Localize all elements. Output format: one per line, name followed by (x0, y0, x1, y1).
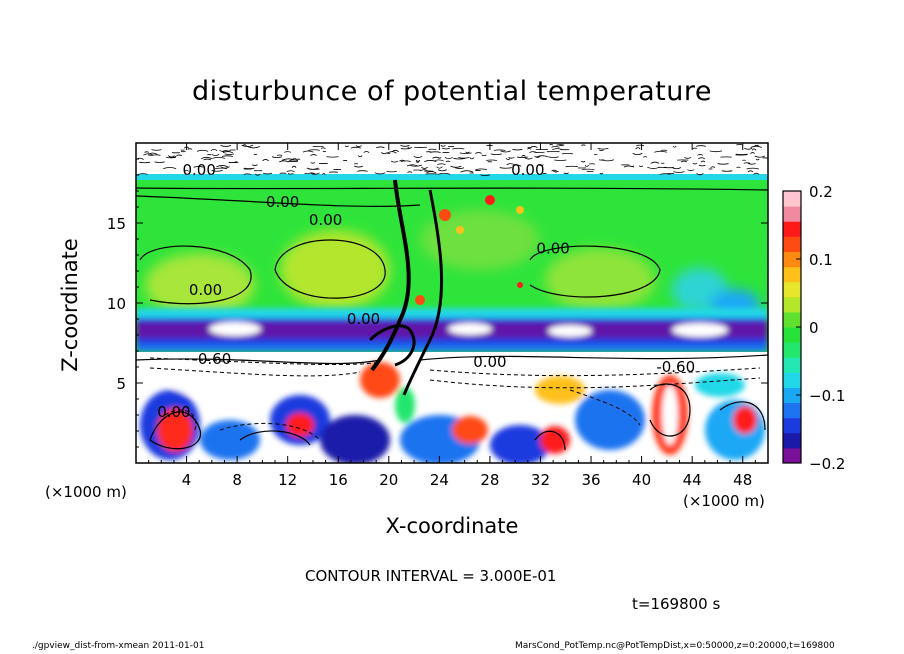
colorbar-swatch (783, 387, 801, 404)
colorbar-swatch (783, 357, 801, 373)
colorbar-swatch (783, 342, 801, 358)
colorbar-swatch (783, 402, 801, 419)
colorbar-tick-label: −0.2 (809, 455, 845, 473)
chart-title: disturbunce of potential temperature (192, 76, 712, 107)
y-tick-label: 15 (107, 215, 126, 233)
x-tick-label: 16 (329, 471, 348, 489)
colorbar: 0.2 0.1 0 −0.1 −0.2 (782, 183, 845, 473)
x-tick-label: 28 (480, 471, 499, 489)
colorbar-swatch (783, 206, 801, 222)
colorbar-swatch (783, 281, 801, 298)
colorbar-swatch (783, 266, 801, 283)
x-tick-label: 36 (581, 471, 600, 489)
contour-label: 0.00 (511, 161, 544, 179)
contour-label: 0.00 (347, 310, 380, 328)
x-axis-unit-right: (×1000 m) (683, 492, 765, 510)
colorbar-tick-label: −0.1 (809, 387, 845, 405)
x-axis: 4 8 12 16 20 24 28 32 36 40 44 48 (148, 143, 756, 489)
contour-label: 0.00 (309, 211, 342, 229)
colorbar-swatch (783, 372, 801, 388)
y-tick-label: 10 (107, 295, 126, 313)
colorbar-swatch (783, 221, 801, 237)
colorbar-swatch (783, 251, 801, 268)
x-tick-label: 24 (430, 471, 449, 489)
x-tick-label: 44 (683, 471, 702, 489)
x-tick-label: 48 (733, 471, 752, 489)
contour-label: 0.00 (182, 161, 215, 179)
field-layer (136, 143, 768, 463)
contour-label: 0.00 (536, 240, 569, 258)
y-axis-label: Z-coordinate (58, 238, 82, 372)
contour-label: -0.60 (656, 358, 695, 376)
x-tick-label: 12 (278, 471, 297, 489)
contour-label: 0.00 (473, 353, 506, 371)
x-tick-label: 32 (531, 471, 550, 489)
colorbar-swatch (783, 191, 801, 207)
footer-left: ./gpview_dist-from-xmean 2011-01-01 (32, 641, 205, 651)
x-tick-label: 40 (632, 471, 651, 489)
colorbar-swatch (783, 327, 801, 343)
colorbar-tick-label: 0.2 (809, 183, 833, 201)
colorbar-tick-label: 0.1 (809, 251, 833, 269)
x-axis-label: X-coordinate (385, 514, 519, 538)
colorbar-swatch (783, 417, 801, 434)
footer-right: MarsCond_PotTemp.nc@PotTempDist,x=0:5000… (515, 641, 835, 651)
colorbar-swatch (783, 236, 801, 252)
x-axis-unit-left: (×1000 m) (45, 483, 127, 501)
x-tick-label: 8 (232, 471, 242, 489)
colorbar-swatch (783, 447, 801, 464)
contour-interval-text: CONTOUR INTERVAL = 3.000E-01 (305, 567, 557, 585)
colorbar-swatch (783, 296, 801, 313)
colorbar-swatch (783, 432, 801, 449)
y-axis: 5 10 15 (107, 158, 768, 448)
time-text: t=169800 s (632, 595, 721, 613)
contour-labels: 0.00 0.00 0.00 0.00 0.00 0.00 0.00 0.00 0.00 -0.6… (157, 161, 695, 421)
contour-label: 0.00 (157, 403, 190, 421)
colorbar-tick-label: 0 (809, 319, 819, 337)
y-tick-label: 5 (116, 375, 126, 393)
x-tick-label: 20 (379, 471, 398, 489)
x-tick-label: 4 (182, 471, 192, 489)
colorbar-swatch (783, 311, 801, 328)
contour-label: -0.60 (192, 350, 231, 368)
contour-label: 0.00 (266, 193, 299, 211)
contour-label: 0.00 (189, 281, 222, 299)
